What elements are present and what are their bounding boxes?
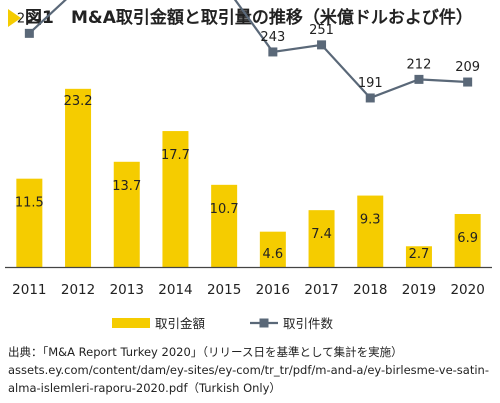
count-label-2016: 243	[260, 30, 285, 45]
bar-label-2015: 10.7	[210, 202, 239, 217]
count-marker-2018	[365, 93, 375, 103]
bar-2012	[65, 88, 92, 267]
combo-chart: 26431533631831924325119121220911.523.213…	[5, 0, 492, 331]
bar-2011	[16, 178, 43, 267]
count-line	[28, 0, 468, 100]
source-note: 出典：「M&A Report Turkey 2020」（リリース日を基準として集…	[8, 343, 496, 397]
bar-label-2011: 11.5	[15, 196, 44, 211]
legend-bar-swatch	[112, 318, 150, 328]
title-marker-icon	[8, 9, 21, 27]
legend-bar-label: 取引金額	[155, 316, 206, 331]
count-label-2018: 191	[358, 76, 383, 91]
bar-2019	[405, 246, 432, 267]
count-label-2020: 209	[455, 60, 480, 75]
x-tick-2015: 2015	[207, 282, 241, 298]
bar-label-2019: 2.7	[409, 247, 430, 262]
figure-label: 図1	[25, 8, 54, 28]
bar-label-2014: 17.7	[161, 148, 190, 163]
bar-2017	[308, 210, 335, 267]
bar-label-2016: 4.6	[263, 247, 284, 262]
count-marker-2020	[463, 77, 473, 87]
bar-label-2017: 7.4	[311, 227, 332, 242]
legend-line-label: 取引件数	[283, 316, 334, 331]
bar-2020	[454, 214, 481, 267]
title-text: M&A取引金額と取引量の推移（米億ドルおよび件）	[71, 8, 473, 28]
bar-label-2018: 9.3	[360, 213, 381, 228]
x-tick-2020: 2020	[450, 282, 484, 298]
x-tick-2011: 2011	[12, 282, 46, 298]
count-marker-2019	[414, 74, 424, 84]
x-tick-2018: 2018	[353, 282, 387, 298]
bar-label-2020: 6.9	[457, 231, 478, 246]
count-marker-2016	[268, 47, 278, 57]
bar-2014	[162, 131, 189, 267]
count-label-2019: 212	[407, 57, 432, 72]
source-line-1: 出典：「M&A Report Turkey 2020」（リリース日を基準として集…	[8, 345, 403, 359]
bar-2015	[211, 184, 238, 267]
bar-2016	[259, 231, 286, 267]
bar-label-2012: 23.2	[64, 94, 93, 109]
count-marker-2017	[317, 40, 327, 50]
count-label-2011: 264	[17, 11, 42, 26]
x-tick-2017: 2017	[304, 282, 338, 298]
legend-line-marker	[259, 318, 269, 328]
bar-2013	[113, 161, 140, 267]
x-tick-2019: 2019	[402, 282, 436, 298]
bar-2018	[357, 195, 384, 267]
count-label-2017: 251	[309, 23, 334, 38]
x-tick-2012: 2012	[61, 282, 95, 298]
bar-label-2013: 13.7	[112, 179, 141, 194]
x-tick-2014: 2014	[158, 282, 192, 298]
x-tick-2013: 2013	[110, 282, 144, 298]
count-marker-2011	[24, 28, 34, 38]
source-line-2: assets.ey.com/content/dam/ey-sites/ey-co…	[8, 363, 489, 395]
x-tick-2016: 2016	[256, 282, 290, 298]
